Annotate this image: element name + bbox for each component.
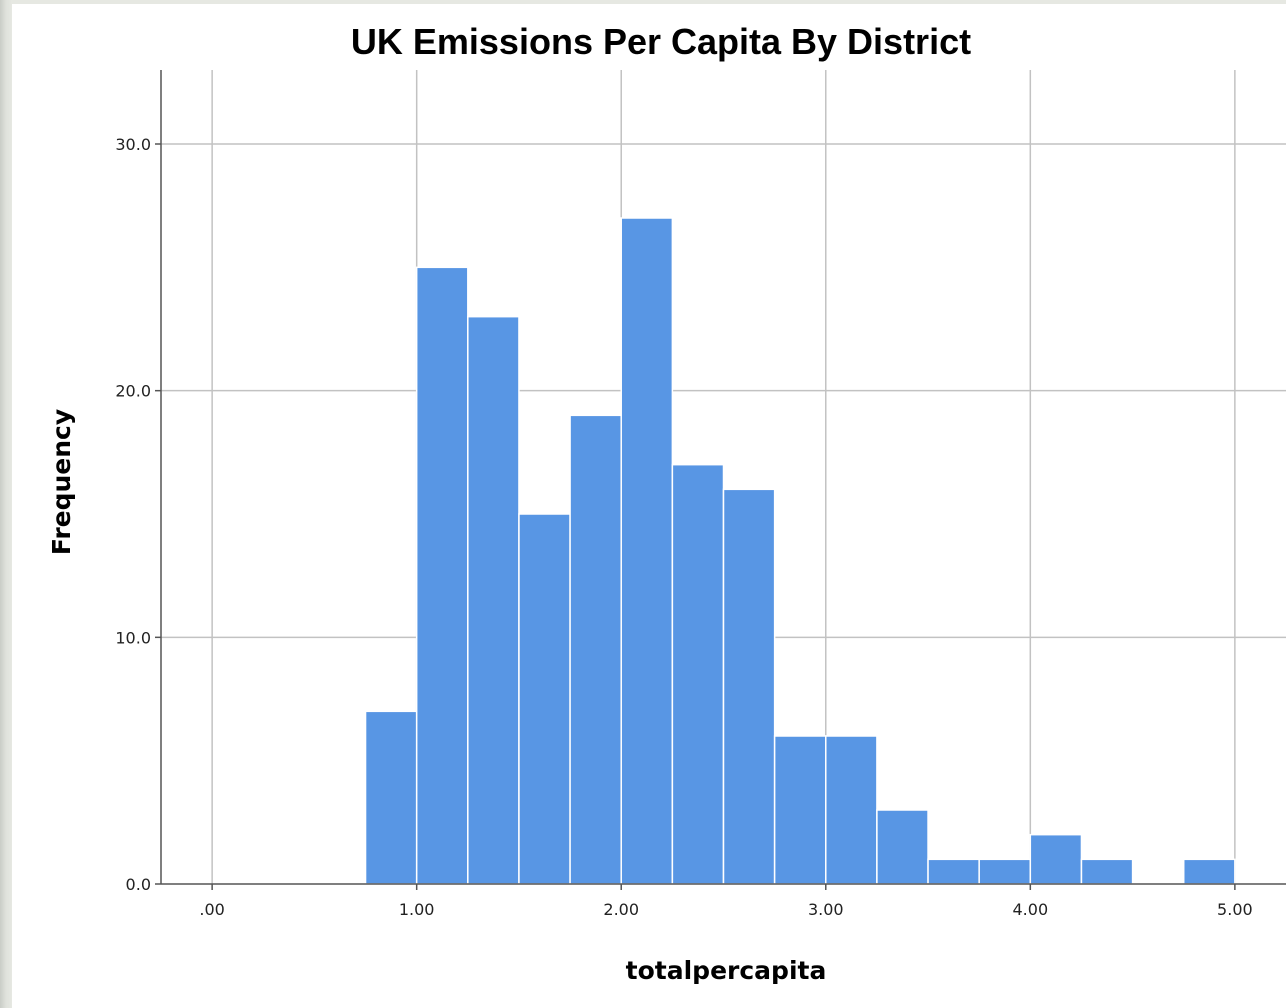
- histogram-bar: [569, 414, 622, 885]
- chart-frame: .00 1.00 2.00 3.00 4.00 5.00 0.0 10.0 20.0 30.0 U…: [12, 4, 1286, 1008]
- histogram-bar: [467, 315, 520, 885]
- histogram-bar: [620, 217, 674, 885]
- y-tick-label: 10.0: [115, 628, 151, 647]
- x-tick-label: .00: [199, 900, 224, 919]
- histogram-bar: [1182, 858, 1236, 885]
- histogram-bar: [876, 809, 929, 885]
- x-tick-label: 5.00: [1217, 900, 1253, 919]
- x-tick-label: 3.00: [808, 900, 844, 919]
- y-tick-label: 30.0: [115, 135, 151, 154]
- x-tick-label: 2.00: [603, 900, 639, 919]
- histogram-bar: [722, 488, 776, 885]
- y-tick-label: 20.0: [115, 382, 151, 401]
- chart-title: UK Emissions Per Capita By District: [351, 21, 971, 62]
- histogram-bar: [927, 858, 980, 885]
- x-tick-label: 1.00: [399, 900, 435, 919]
- x-axis-label: totalpercapita: [626, 956, 827, 985]
- histogram-bar: [518, 513, 571, 885]
- y-axis-label: Frequency: [47, 409, 76, 555]
- bars-layer: [364, 217, 1236, 885]
- histogram-bar: [671, 463, 725, 885]
- histogram-bar: [825, 735, 878, 885]
- histogram-bar: [364, 710, 418, 885]
- axes-layer: [160, 70, 1286, 885]
- x-tick-label: 4.00: [1013, 900, 1049, 919]
- histogram-bar: [773, 735, 827, 885]
- histogram-bar: [1080, 858, 1134, 885]
- grid-layer: [161, 70, 1286, 884]
- ticks-layer: .00 1.00 2.00 3.00 4.00 5.00 0.0 10.0 20.0 30.0: [115, 135, 1252, 919]
- y-tick-label: 0.0: [126, 875, 151, 894]
- histogram-bar: [978, 858, 1032, 885]
- histogram-chart: .00 1.00 2.00 3.00 4.00 5.00 0.0 10.0 20.0 30.0 U…: [47, 21, 1286, 985]
- histogram-bar: [1029, 833, 1083, 885]
- histogram-bar: [415, 266, 469, 885]
